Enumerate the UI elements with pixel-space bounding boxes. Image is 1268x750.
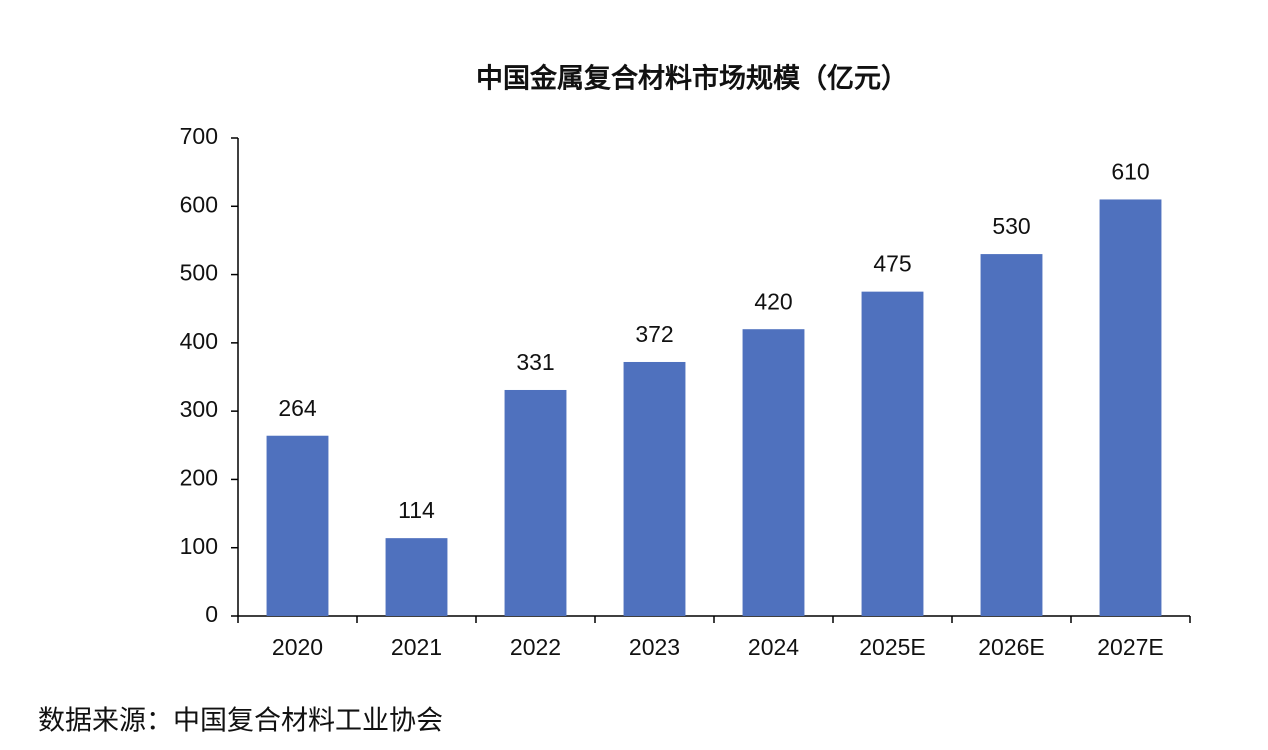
y-tick-label: 400 bbox=[180, 328, 218, 354]
bar bbox=[623, 361, 686, 616]
x-tick-label: 2020 bbox=[272, 634, 323, 660]
x-tick-label: 2025E bbox=[859, 634, 926, 660]
x-tick-label: 2027E bbox=[1097, 634, 1164, 660]
x-tick-label: 2026E bbox=[978, 634, 1045, 660]
bar bbox=[980, 254, 1043, 617]
source-note: 数据来源：中国复合材料工业协会 bbox=[38, 706, 443, 737]
bar bbox=[861, 291, 924, 616]
x-tick-label: 2024 bbox=[748, 634, 799, 660]
bar bbox=[385, 538, 448, 616]
data-label: 475 bbox=[873, 251, 911, 277]
chart-title: 中国金属复合材料市场规模（亿元） bbox=[476, 63, 908, 95]
data-label: 530 bbox=[992, 213, 1030, 239]
bar bbox=[1099, 199, 1162, 616]
y-tick-label: 300 bbox=[180, 396, 218, 422]
data-label: 114 bbox=[398, 497, 435, 523]
y-tick-label: 500 bbox=[180, 260, 218, 286]
y-tick-label: 200 bbox=[180, 465, 218, 491]
y-tick-label: 100 bbox=[180, 533, 218, 559]
x-tick-label: 2021 bbox=[391, 634, 442, 660]
data-label: 331 bbox=[516, 349, 554, 375]
bar bbox=[266, 435, 329, 616]
bar bbox=[504, 389, 567, 616]
data-label: 610 bbox=[1111, 159, 1149, 185]
data-label: 372 bbox=[635, 321, 673, 347]
y-tick-label: 0 bbox=[205, 601, 218, 627]
x-tick-label: 2022 bbox=[510, 634, 561, 660]
y-tick-label: 600 bbox=[180, 191, 218, 217]
y-tick-label: 700 bbox=[180, 123, 218, 149]
data-label: 264 bbox=[278, 395, 317, 421]
x-tick-label: 2023 bbox=[629, 634, 680, 660]
data-label: 420 bbox=[754, 288, 792, 314]
bar bbox=[742, 329, 805, 616]
